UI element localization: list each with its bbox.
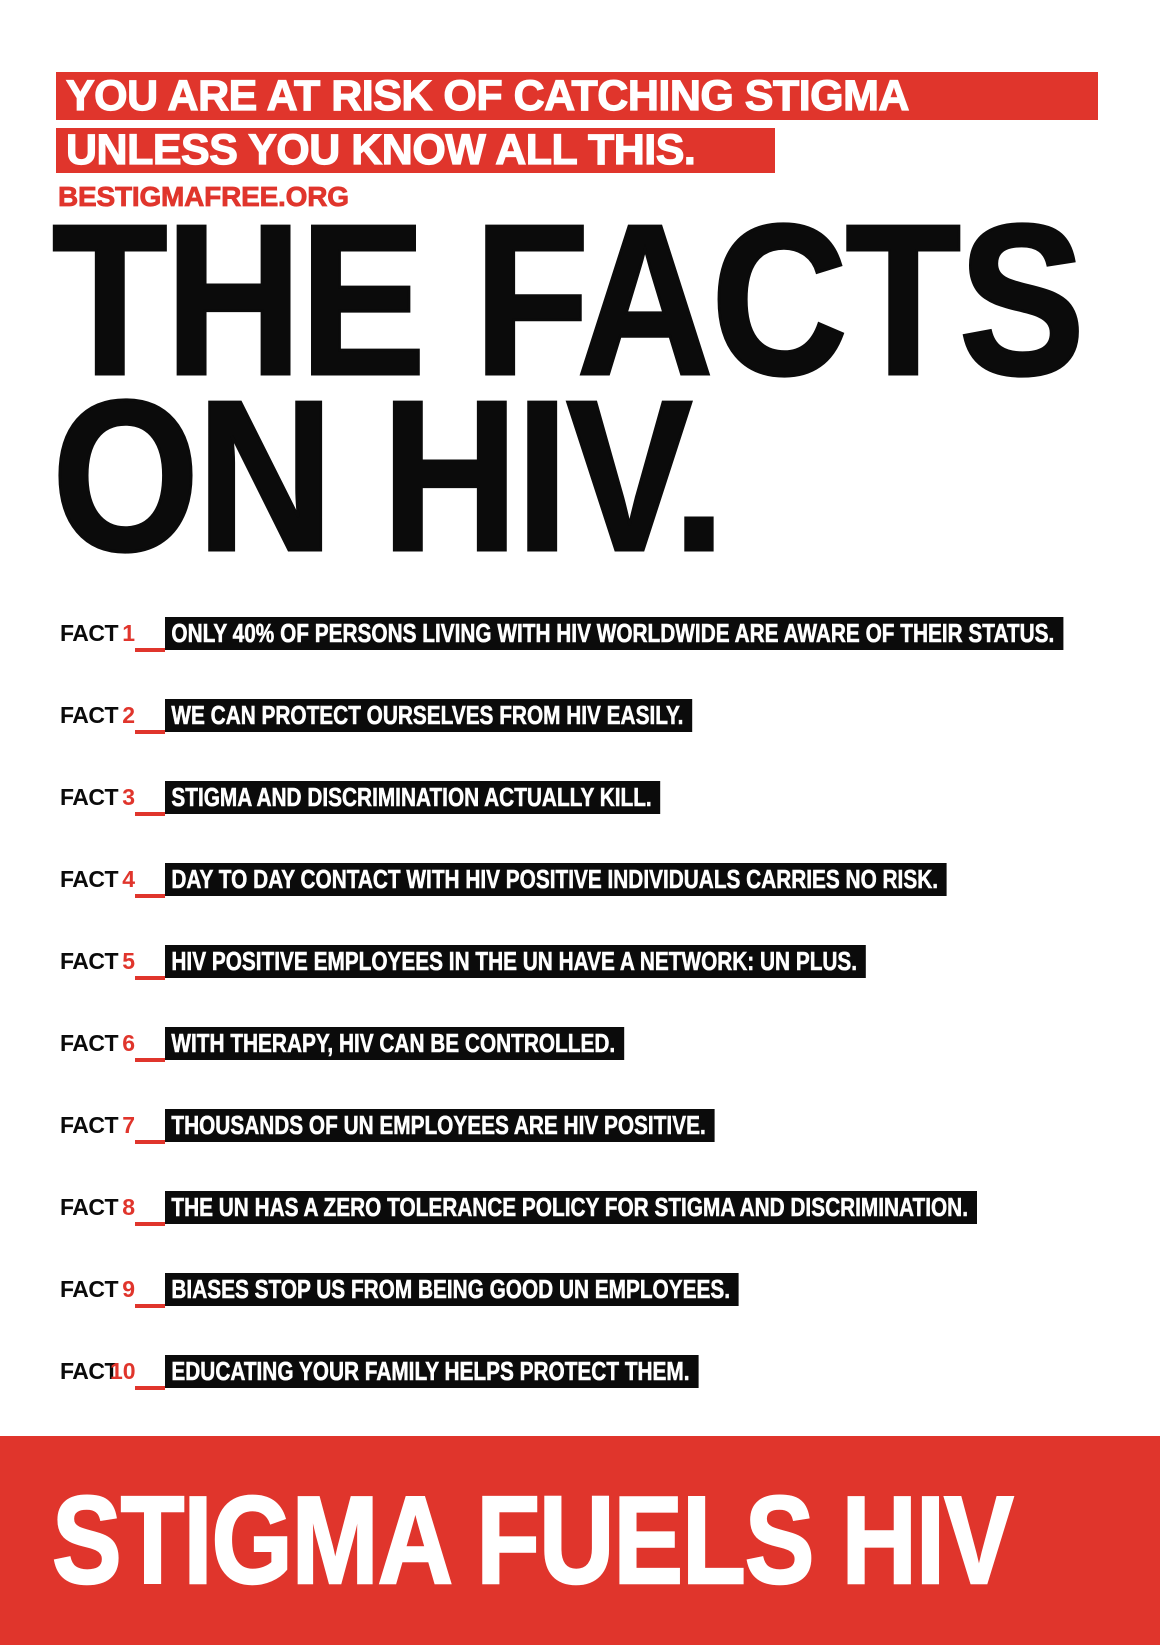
- fact-row: FACT 8 THE UN HAS A ZERO TOLERANCE POLIC…: [60, 1191, 1160, 1226]
- fact-row: FACT 6 WITH THERAPY, HIV CAN BE CONTROLL…: [60, 1027, 1160, 1062]
- fact-label: FACT: [60, 1194, 119, 1220]
- fact-number: 8: [122, 1194, 135, 1220]
- fact-label: FACT: [60, 620, 119, 646]
- fact-label: FACT: [60, 866, 119, 892]
- fact-text: DAY TO DAY CONTACT WITH HIV POSITIVE IND…: [165, 863, 947, 896]
- fact-underscore: [135, 1298, 165, 1308]
- fact-label: FACT: [60, 784, 119, 810]
- fact-label: FACT: [60, 1276, 119, 1302]
- fact-number: 4: [122, 866, 135, 892]
- fact-number: 5: [122, 948, 135, 974]
- fact-text: HIV POSITIVE EMPLOYEES IN THE UN HAVE A …: [165, 945, 866, 978]
- fact-underscore: [135, 888, 165, 898]
- fact-label: FACT: [60, 1358, 119, 1384]
- fact-row: FACT 9 BIASES STOP US FROM BEING GOOD UN…: [60, 1273, 1160, 1308]
- fact-underscore: [135, 970, 165, 980]
- fact-row: FACT 7 THOUSANDS OF UN EMPLOYEES ARE HIV…: [60, 1109, 1160, 1144]
- top-banner-line2-text: UNLESS YOU KNOW ALL THIS.: [65, 125, 696, 174]
- fact-row: FACT 4 DAY TO DAY CONTACT WITH HIV POSIT…: [60, 863, 1160, 898]
- fact-row: FACT 3 STIGMA AND DISCRIMINATION ACTUALL…: [60, 781, 1160, 816]
- fact-number: 10: [110, 1358, 136, 1384]
- fact-number: 1: [122, 620, 135, 646]
- fact-label: FACT: [60, 948, 119, 974]
- fact-label: FACT: [60, 1030, 119, 1056]
- fact-text: WITH THERAPY, HIV CAN BE CONTROLLED.: [165, 1027, 624, 1060]
- fact-number: 3: [122, 784, 135, 810]
- poster-headline: THE FACTS ON HIV.: [51, 179, 1087, 596]
- fact-text: EDUCATING YOUR FAMILY HELPS PROTECT THEM…: [165, 1355, 699, 1388]
- fact-row: FACT 5 HIV POSITIVE EMPLOYEES IN THE UN …: [60, 945, 1160, 980]
- bottom-banner: STIGMA FUELS HIV: [0, 1436, 1160, 1645]
- fact-label: FACT: [60, 702, 119, 728]
- top-banner-line2: UNLESS YOU KNOW ALL THIS.: [56, 125, 775, 175]
- fact-text: STIGMA AND DISCRIMINATION ACTUALLY KILL.: [165, 781, 661, 814]
- fact-underscore: [135, 724, 165, 734]
- facts-list: FACT 1 ONLY 40% OF PERSONS LIVING WITH H…: [60, 617, 1160, 1437]
- fact-text: BIASES STOP US FROM BEING GOOD UN EMPLOY…: [165, 1273, 739, 1306]
- fact-number: 2: [122, 702, 135, 728]
- fact-underscore: [135, 1216, 165, 1226]
- fact-number: 6: [122, 1030, 135, 1056]
- fact-text: WE CAN PROTECT OURSELVES FROM HIV EASILY…: [165, 699, 693, 732]
- fact-underscore: [135, 806, 165, 816]
- top-banner-line1: YOU ARE AT RISK OF CATCHING STIGMA: [56, 71, 1098, 120]
- fact-text: THE UN HAS A ZERO TOLERANCE POLICY FOR S…: [165, 1191, 977, 1224]
- headline-line2: ON HIV.: [51, 355, 727, 596]
- fact-underscore: [135, 1380, 165, 1390]
- fact-number: 7: [122, 1112, 135, 1138]
- fact-text: ONLY 40% OF PERSONS LIVING WITH HIV WORL…: [165, 617, 1064, 650]
- bottom-banner-slogan: STIGMA FUELS HIV: [51, 1470, 1015, 1611]
- fact-row: FACT 1 ONLY 40% OF PERSONS LIVING WITH H…: [60, 617, 1160, 652]
- fact-underscore: [135, 1052, 165, 1062]
- fact-text: THOUSANDS OF UN EMPLOYEES ARE HIV POSITI…: [165, 1109, 715, 1142]
- website-url: BESTIGMAFREE.ORG: [58, 181, 350, 213]
- fact-row: FACT 2 WE CAN PROTECT OURSELVES FROM HIV…: [60, 699, 1160, 734]
- fact-number: 9: [122, 1276, 135, 1302]
- fact-underscore: [135, 642, 165, 652]
- headline-line1: THE FACTS: [51, 179, 1087, 420]
- top-banner-line1-text: YOU ARE AT RISK OF CATCHING STIGMA: [65, 71, 910, 120]
- fact-underscore: [135, 1134, 165, 1144]
- fact-label: FACT: [60, 1112, 119, 1138]
- fact-row: FACT 10 EDUCATING YOUR FAMILY HELPS PROT…: [60, 1355, 1160, 1390]
